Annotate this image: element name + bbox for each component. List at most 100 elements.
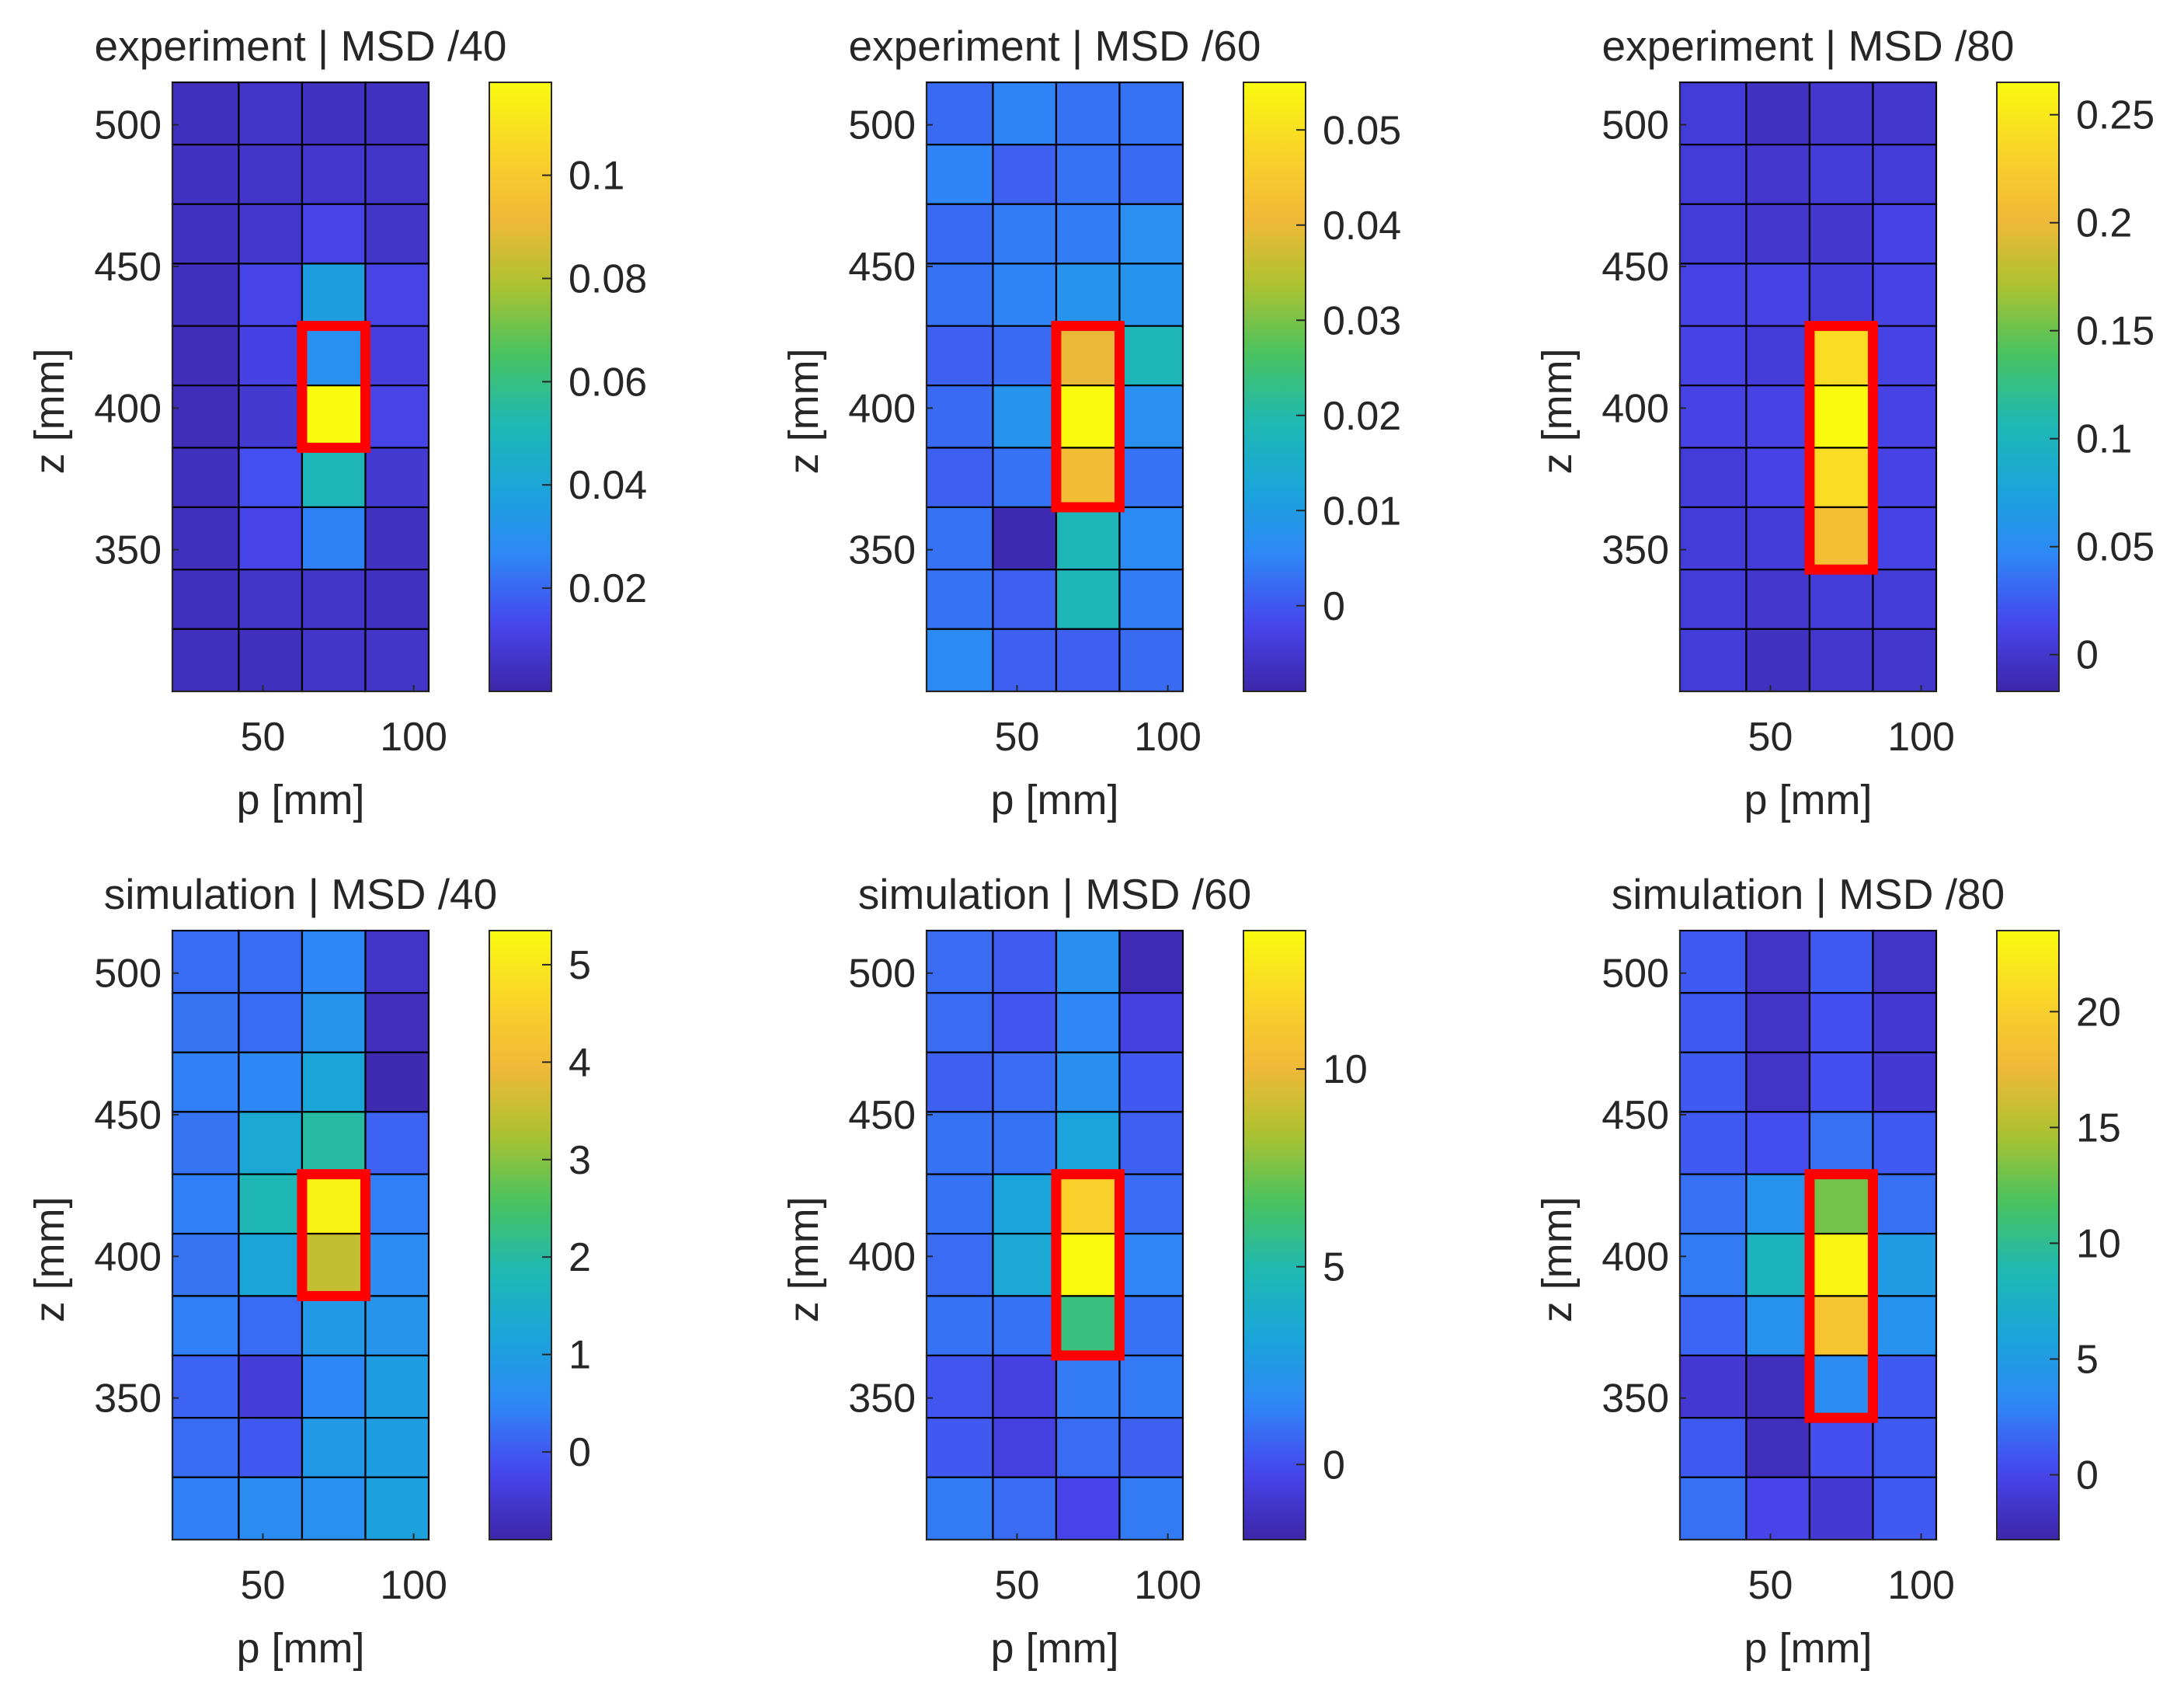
y-tick-label: 450: [1601, 245, 1669, 290]
heatmap-cell: [171, 1476, 240, 1541]
heatmap-cell: [992, 628, 1058, 693]
colorbar-tick-label: 10: [2076, 1221, 2121, 1266]
heatmap-cell: [1055, 1173, 1121, 1235]
heatmap-cell: [992, 203, 1058, 265]
heatmap-cell: [925, 628, 994, 693]
heatmap-cell: [1745, 1354, 1811, 1419]
heatmap-cell: [238, 1233, 304, 1297]
heatmap-cell: [364, 569, 430, 630]
heatmap-cell: [238, 385, 304, 449]
heatmap-cell: [238, 1111, 304, 1175]
heatmap-cell: [171, 325, 240, 387]
colorbar: [1996, 930, 2060, 1540]
heatmap-cell: [992, 385, 1058, 449]
heatmap-cell: [1678, 1111, 1748, 1175]
heatmap-cell: [238, 1354, 304, 1419]
heatmap-cell: [1872, 1417, 1938, 1478]
y-tick-label: 350: [1601, 1377, 1669, 1422]
heatmap-cell: [992, 506, 1058, 571]
y-tick-label: 350: [94, 1377, 162, 1422]
heatmap-cell: [364, 992, 430, 1053]
y-tick-label: 400: [94, 1234, 162, 1279]
x-axis-label: p [mm]: [1744, 777, 1872, 823]
heatmap-cell: [1678, 263, 1748, 327]
heatmap-cell: [1872, 1354, 1938, 1419]
colorbar-tick-label: 0.06: [569, 360, 647, 405]
heatmap-cell: [1678, 447, 1748, 509]
heatmap-cell: [238, 628, 304, 693]
y-axis-label: z [mm]: [781, 348, 827, 474]
colorbar-tick-label: 15: [2076, 1105, 2121, 1150]
heatmap-cell: [1118, 81, 1184, 146]
chart-title: simulation | MSD /40: [104, 870, 497, 918]
heatmap-cell: [364, 1354, 430, 1419]
colorbar: [489, 82, 552, 692]
colorbar-tick-label: 0.2: [2076, 201, 2132, 246]
heatmap-cell: [1118, 628, 1184, 693]
heatmap-cell: [1808, 1476, 1874, 1541]
heatmap-cell: [1055, 325, 1121, 387]
heatmap-cell: [1745, 1417, 1811, 1478]
heatmap-cell: [1745, 992, 1811, 1053]
heatmap-cell: [1678, 628, 1748, 693]
heatmap-cell: [364, 1295, 430, 1357]
colorbar: [1243, 82, 1306, 692]
heatmap-cell: [1118, 1295, 1184, 1357]
heatmap-cell: [1118, 1417, 1184, 1478]
heatmap-cell: [1055, 1295, 1121, 1357]
heatmap-cell: [238, 81, 304, 146]
heatmap-cell: [1872, 203, 1938, 265]
heatmap-cell: [1118, 385, 1184, 449]
colorbar-tick-label: 0.1: [2076, 417, 2132, 462]
heatmap-cell: [364, 628, 430, 693]
heatmap-cell: [1745, 1051, 1811, 1113]
colorbar-tick-label: 5: [569, 943, 591, 988]
heatmap-cell: [1808, 1173, 1874, 1235]
heatmap-cell: [992, 1051, 1058, 1113]
heatmap-cell: [1055, 1233, 1121, 1297]
heatmap-cell: [171, 447, 240, 509]
heatmap-cell: [1055, 1051, 1121, 1113]
heatmap-cell: [1118, 1354, 1184, 1419]
heatmap-cell: [1872, 929, 1938, 994]
colorbar-tick-label: 3: [569, 1138, 591, 1183]
heatmap-cell: [1055, 628, 1121, 693]
heatmap-cell: [171, 1111, 240, 1175]
colorbar-tick-label: 0.25: [2076, 93, 2154, 138]
heatmap-cell: [925, 325, 994, 387]
heatmap-cell: [1872, 1051, 1938, 1113]
heatmap-cell: [1808, 1051, 1874, 1113]
heatmap-cell: [238, 1417, 304, 1478]
x-tick-label: 50: [241, 1563, 286, 1608]
colorbar-tick-label: 0.02: [1323, 394, 1401, 439]
heatmap-cell: [992, 1476, 1058, 1541]
heatmap-cell: [1055, 144, 1121, 205]
heatmap-cell: [238, 325, 304, 387]
heatmap-cell: [1745, 1111, 1811, 1175]
heatmap-cell: [1872, 992, 1938, 1053]
heatmap-cell: [1745, 569, 1811, 630]
heatmap-cell: [925, 992, 994, 1053]
heatmap-cell: [238, 506, 304, 571]
colorbar-tick-label: 10: [1323, 1047, 1368, 1092]
heatmap-cell: [1745, 628, 1811, 693]
colorbar-tick-label: 0.01: [1323, 489, 1401, 534]
heatmap-cell: [364, 144, 430, 205]
heatmap-cell: [1055, 569, 1121, 630]
heatmap-cell: [925, 447, 994, 509]
heatmap-cell: [1118, 325, 1184, 387]
heatmap-cell: [1872, 1295, 1938, 1357]
heatmap-cell: [1808, 569, 1874, 630]
x-tick-label: 50: [1748, 715, 1793, 760]
heatmap-cell: [1808, 1111, 1874, 1175]
heatmap-cell: [1118, 1051, 1184, 1113]
heatmap-cell: [1872, 385, 1938, 449]
heatmap-cell: [364, 506, 430, 571]
colorbar-tick-label: 0.04: [569, 463, 647, 508]
y-axis-label: z [mm]: [1534, 1196, 1581, 1322]
heatmap-cell: [1808, 81, 1874, 146]
heatmap-cell: [364, 1173, 430, 1235]
colorbar-tick-label: 0.04: [1323, 204, 1401, 249]
